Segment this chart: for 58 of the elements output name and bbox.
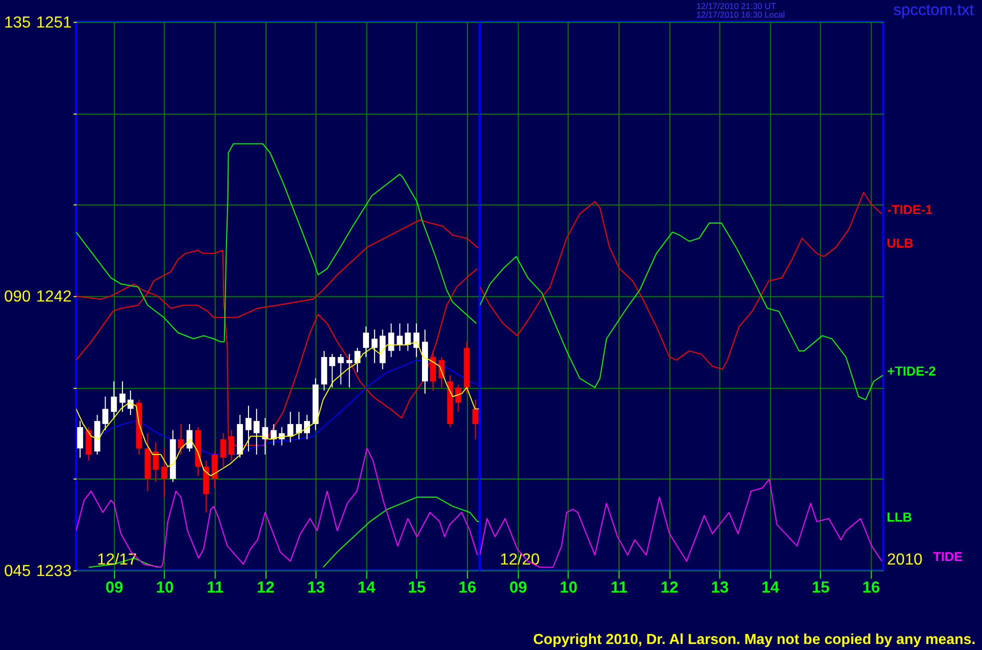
candlestick bbox=[246, 405, 252, 452]
x-tick-label: 12 bbox=[660, 580, 678, 597]
y-tick-label: 1242 bbox=[36, 288, 72, 306]
y2-tick-label: 090 bbox=[4, 288, 31, 306]
x-tick-label: 13 bbox=[711, 580, 729, 597]
text: TIDE bbox=[933, 549, 964, 564]
text: ULB bbox=[886, 235, 914, 250]
y2-tick-label: 135 bbox=[4, 14, 31, 32]
line-series bbox=[76, 143, 477, 342]
text: 12/17/2010 16:30 Local bbox=[696, 9, 785, 20]
candlestick bbox=[287, 411, 294, 443]
x-tick-label: 14 bbox=[761, 580, 780, 597]
candlestick bbox=[296, 411, 302, 440]
x-tick-label: 15 bbox=[408, 580, 426, 597]
candlestick bbox=[404, 323, 411, 352]
text: 12/17/2010 21:30 UT bbox=[696, 1, 776, 12]
candlestick bbox=[346, 353, 352, 388]
candlestick bbox=[178, 424, 184, 456]
candlestick bbox=[186, 424, 193, 452]
x-tick-label: 15 bbox=[812, 580, 830, 597]
x-tick-label: 09 bbox=[509, 580, 528, 597]
candlestick bbox=[110, 380, 117, 418]
candlestick bbox=[254, 408, 260, 456]
x-tick-label: 11 bbox=[610, 580, 628, 597]
candlestick bbox=[77, 420, 84, 458]
candlestick bbox=[354, 347, 360, 373]
x-tick-label: 11 bbox=[206, 580, 224, 597]
y-tick-label: 1233 bbox=[36, 562, 72, 580]
candlestick bbox=[262, 417, 268, 456]
text: LLB bbox=[886, 510, 912, 525]
candlestick bbox=[102, 396, 108, 431]
candlestick bbox=[119, 380, 126, 412]
x-tick-label: 13 bbox=[307, 580, 326, 597]
x-tick-label: 16 bbox=[862, 580, 880, 597]
text: 2010 bbox=[886, 551, 923, 568]
candlestick bbox=[329, 353, 336, 388]
candlestick bbox=[372, 329, 378, 364]
text: Copyright 2010, Dr. Al Larson. May not be copied by any means. bbox=[533, 632, 976, 648]
candlestick bbox=[270, 424, 277, 446]
candlestick bbox=[363, 326, 369, 358]
candlestick bbox=[338, 353, 344, 385]
x-tick-label: 14 bbox=[358, 580, 376, 597]
x-tick-label: 09 bbox=[106, 580, 124, 597]
text: spcctom.txt bbox=[893, 2, 975, 19]
x-tick-label: 10 bbox=[156, 580, 174, 597]
candlestick bbox=[396, 323, 403, 352]
x-tick-label: 16 bbox=[458, 580, 476, 597]
y2-tick-label: 045 bbox=[4, 562, 31, 580]
y-tick-label: 1251 bbox=[36, 14, 72, 32]
series-label: +TIDE-2 bbox=[887, 363, 936, 378]
series-label: -TIDE-1 bbox=[887, 202, 933, 217]
candlestick bbox=[472, 399, 478, 440]
candlestick bbox=[413, 323, 420, 358]
x-tick-label: 12 bbox=[256, 580, 275, 597]
candlestick bbox=[388, 323, 394, 358]
x-tick-label: 10 bbox=[560, 580, 578, 597]
candlestick bbox=[161, 448, 168, 498]
candlestick bbox=[128, 390, 134, 416]
